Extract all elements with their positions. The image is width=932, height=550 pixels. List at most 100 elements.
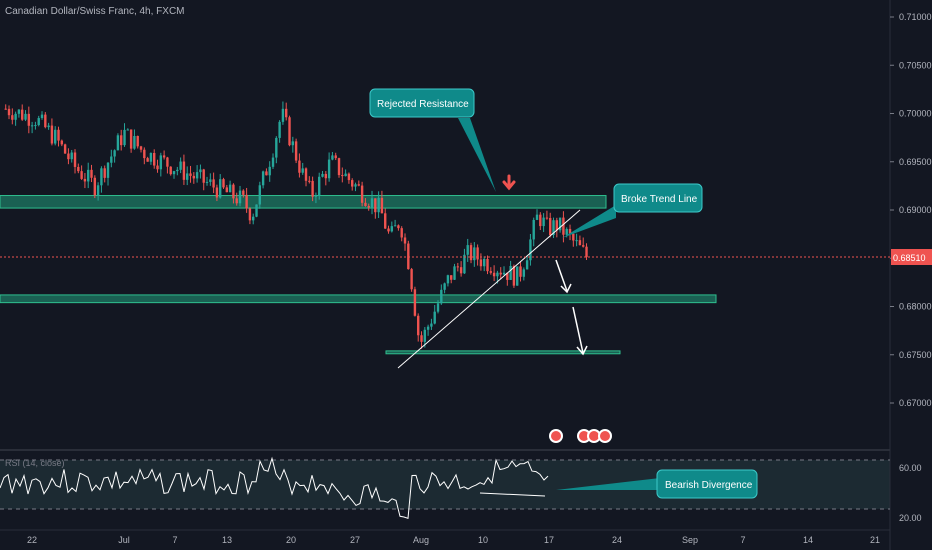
time-tick-label: 21 (870, 535, 880, 545)
candle-body (466, 245, 469, 255)
candle-body (103, 168, 106, 178)
candle-body (377, 197, 380, 213)
candle-body (324, 173, 328, 179)
candle-body (169, 166, 172, 175)
candle-body (106, 162, 110, 178)
candle-body (486, 258, 489, 272)
candle-body (87, 169, 90, 182)
candle-body (331, 155, 334, 160)
candle-body (522, 269, 526, 277)
sr-zone[interactable] (385, 350, 621, 355)
bearish-divergence-label: Bearish Divergence (665, 480, 753, 491)
sr-zone[interactable] (0, 294, 717, 304)
candle-body (4, 108, 7, 110)
candle-body (258, 185, 262, 205)
candle-body (301, 168, 304, 173)
divergence-line[interactable] (479, 492, 546, 497)
candle-body (133, 135, 136, 149)
candle-body (271, 157, 275, 167)
price-tick-label: 0.69500 (899, 157, 932, 167)
candle-body (450, 275, 453, 280)
time-tick-label: 24 (612, 535, 622, 545)
candle-body (516, 266, 519, 286)
rejected-resistance-callout[interactable]: Rejected Resistance (369, 88, 496, 192)
candle-body (509, 265, 512, 280)
candle-body (123, 129, 126, 146)
candle-body (393, 225, 397, 227)
time-tick-label: 17 (544, 535, 554, 545)
sr-zone[interactable] (0, 195, 607, 209)
time-tick-label: 20 (286, 535, 296, 545)
time-axis: 22 Jul 7 13 20 27 Aug 10 17 24 Sep 7 14 21 (27, 535, 880, 545)
candle-body (222, 179, 225, 188)
candle-body (542, 217, 545, 227)
candle-body (149, 152, 153, 162)
candle-body (67, 153, 70, 160)
candle-body (30, 125, 34, 127)
candle-body (235, 198, 238, 204)
candle-body (179, 161, 182, 170)
candle-body (572, 233, 575, 241)
candle-body (238, 190, 242, 204)
candle-body (166, 157, 169, 167)
candle-body (479, 259, 483, 267)
candle-body (417, 315, 420, 336)
candle-body (113, 150, 116, 157)
candle-body (294, 141, 298, 161)
candle-body (199, 169, 202, 173)
candle-body (136, 135, 139, 147)
candle-body (298, 160, 301, 173)
candle-body (285, 108, 288, 118)
time-tick-label: 7 (740, 535, 745, 545)
chart-title: Canadian Dollar/Swiss Franc, 4h, FXCM (5, 6, 185, 17)
candle-body (357, 184, 361, 186)
candle-body (304, 168, 308, 181)
candle-body (156, 165, 159, 170)
down-arrow-marker (502, 174, 516, 191)
candle-body (27, 113, 31, 126)
candle-body (57, 129, 60, 141)
candle-body (539, 214, 542, 227)
event-icons[interactable] (549, 429, 612, 443)
candle-body (34, 125, 37, 127)
rsi-tick-label: 20.00 (899, 513, 922, 523)
candle-body (60, 140, 64, 145)
price-tick-label: 0.67500 (899, 350, 932, 360)
candle-body (17, 109, 21, 114)
candle-body (558, 217, 562, 231)
candle-body (281, 108, 285, 122)
candle-body (502, 272, 506, 275)
candle-body (11, 115, 14, 120)
candle-body (159, 155, 163, 170)
price-tick-label: 0.68000 (899, 302, 932, 312)
candle-body (252, 216, 255, 221)
candle-body (347, 173, 351, 181)
candle-body (440, 289, 443, 304)
candle-body (288, 117, 291, 146)
candle-body (275, 137, 278, 158)
trend-line[interactable] (397, 209, 581, 369)
candle-body (311, 180, 314, 197)
candle-body (176, 169, 179, 172)
candle-body (215, 187, 219, 198)
candle-body (110, 156, 113, 163)
candle-body (146, 158, 149, 162)
rsi-layer (0, 456, 549, 519)
candle-body (423, 329, 427, 342)
candle-body (63, 144, 67, 154)
candle-body (384, 213, 387, 229)
candle-body (433, 311, 436, 324)
candle-body (278, 121, 281, 138)
candle-body (24, 113, 27, 120)
bearish-divergence-callout[interactable]: Bearish Divergence (556, 469, 758, 499)
candle-body (420, 335, 423, 342)
candle-body (321, 173, 324, 177)
candle-body (364, 202, 367, 206)
candle-body (367, 205, 370, 208)
candle-body (436, 303, 440, 312)
candle-body (456, 266, 460, 268)
broke-trend-line-callout[interactable]: Broke Trend Line (562, 183, 703, 238)
candle-body (268, 166, 271, 176)
candle-body (116, 135, 120, 151)
